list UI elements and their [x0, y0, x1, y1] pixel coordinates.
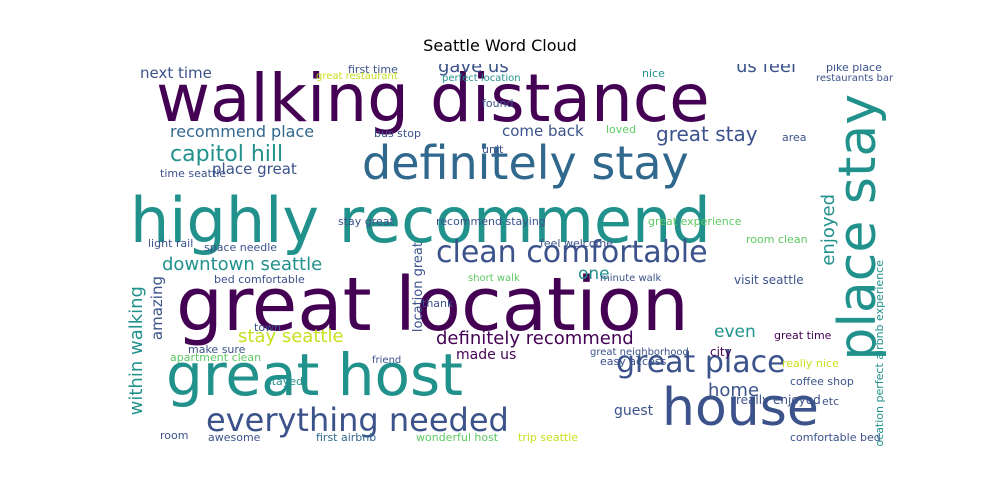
- word: space needle: [204, 241, 278, 254]
- word: walking distance: [156, 64, 710, 137]
- word: feel welcome: [540, 237, 614, 250]
- word: city: [710, 345, 732, 359]
- word: definitely recommend: [436, 328, 634, 349]
- word: definitely stay: [362, 136, 689, 190]
- word: amazing: [148, 276, 166, 341]
- word: gave us: [438, 64, 509, 77]
- word: room: [160, 429, 189, 442]
- word: us feel: [736, 64, 796, 77]
- word: house: [662, 378, 819, 438]
- word: stay seattle: [238, 326, 344, 347]
- word: perfect location: [442, 73, 521, 84]
- word: great host: [166, 341, 463, 409]
- word: restaurants bar: [816, 73, 894, 84]
- word: awesome: [208, 431, 261, 444]
- word: found: [482, 97, 514, 110]
- word: make sure: [188, 343, 246, 356]
- word: stayed: [266, 375, 304, 388]
- word: place great: [212, 160, 297, 178]
- word: great time: [774, 329, 832, 342]
- word: wonderful host: [416, 431, 499, 444]
- word: made us: [456, 347, 517, 363]
- word: everything needed: [206, 401, 509, 439]
- word: guest: [614, 403, 654, 419]
- word: highly recommend: [130, 184, 711, 257]
- word: recommend staying: [436, 215, 546, 228]
- word: nice: [642, 67, 665, 80]
- word: friend: [372, 355, 402, 366]
- word: location great: [411, 242, 426, 333]
- word: great stay: [656, 122, 758, 146]
- word: capitol hill: [170, 142, 284, 167]
- figure-title: Seattle Word Cloud: [423, 36, 577, 55]
- word: home: [708, 380, 760, 401]
- word: great experience: [648, 215, 742, 228]
- word: minute walk: [600, 273, 662, 284]
- word: comfortable bed: [790, 431, 881, 444]
- word: pike place: [826, 64, 882, 74]
- word: visit seattle: [734, 273, 804, 287]
- word: really nice: [782, 357, 839, 370]
- word: downtown seattle: [162, 254, 323, 275]
- word: great place: [616, 345, 786, 380]
- word: etc: [822, 395, 840, 408]
- word: time seattle: [160, 167, 227, 180]
- word: next time: [140, 64, 212, 82]
- word: town: [254, 321, 282, 334]
- word: within walking: [126, 286, 147, 416]
- word: great location: [176, 262, 689, 348]
- word: location perfect airbnb experience: [873, 260, 886, 446]
- word: come back: [502, 122, 584, 140]
- word: great neighborhood: [590, 347, 689, 358]
- word: bus stop: [374, 127, 421, 140]
- word: recommend place: [170, 122, 315, 141]
- word: area: [782, 131, 807, 144]
- word: clean comfortable: [436, 235, 708, 270]
- word: first time: [348, 64, 398, 76]
- word: coffee shop: [790, 375, 854, 388]
- word: enjoyed: [818, 194, 839, 266]
- word: trip seattle: [518, 431, 579, 444]
- word: stay great: [338, 215, 394, 228]
- word: loved: [606, 123, 637, 136]
- word: thank: [422, 297, 454, 310]
- word: first airbnb: [316, 431, 377, 444]
- word: apartment clean: [170, 351, 262, 364]
- word: one: [578, 264, 610, 284]
- word: short walk: [468, 273, 520, 284]
- word: even: [714, 322, 756, 342]
- word: great restaurant: [316, 71, 398, 82]
- word: light rail: [148, 237, 194, 250]
- word-cloud: walking distance highly recommend great …: [126, 64, 898, 446]
- word: easy access: [600, 355, 667, 368]
- word: really enjoyed: [736, 393, 821, 407]
- word: bed comfortable: [214, 273, 305, 286]
- word: room clean: [746, 233, 808, 246]
- word: unit: [482, 143, 504, 156]
